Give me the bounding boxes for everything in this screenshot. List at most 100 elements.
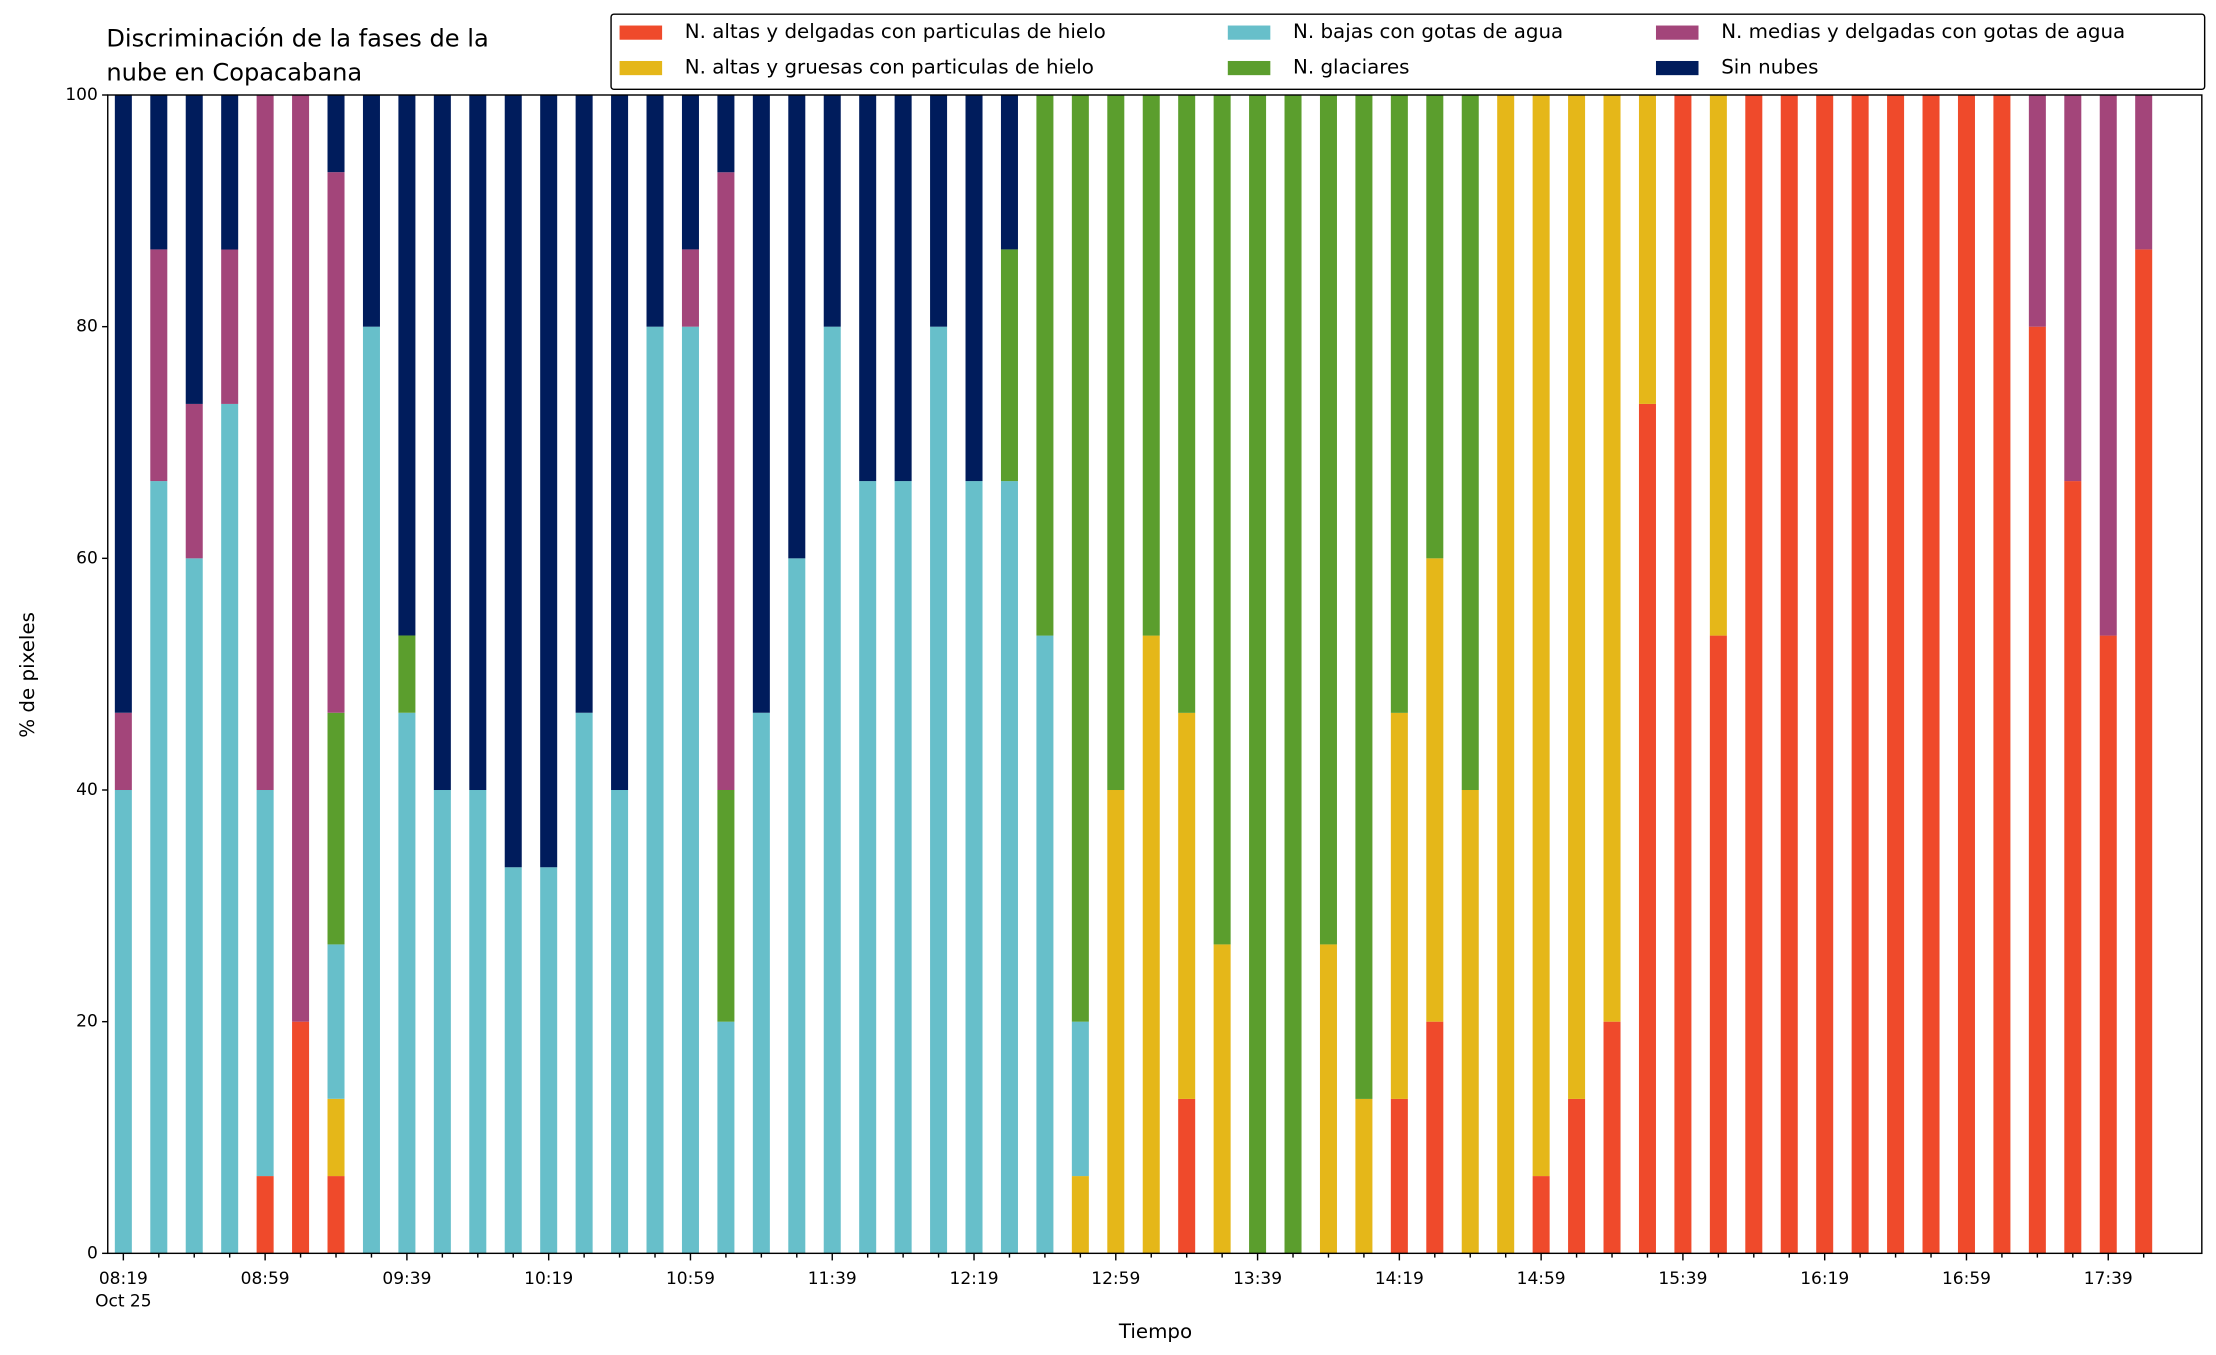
bar-segment [1000,249,1018,482]
bar-segment [504,95,522,868]
bar-segment [185,403,203,559]
bar-segment [717,1021,735,1254]
x-tick-label: 08:19 [99,1269,148,1289]
bar-segment [1355,95,1373,1099]
bar-segment [788,558,806,1254]
bar-segment [1603,95,1621,1022]
bar-segment [292,1021,310,1254]
bar-segment [859,481,877,1254]
y-tick-label: 60 [76,548,98,568]
bar-segment [433,790,451,1254]
bar-segment [1461,95,1479,791]
x-tick-label: 14:19 [1375,1269,1424,1289]
bar-segment [2028,326,2046,1254]
y-tick-label: 20 [76,1012,98,1032]
x-tick-label: 15:39 [1658,1269,1707,1289]
legend-swatch [1655,25,1699,40]
x-tick-label: 14:59 [1517,1269,1566,1289]
bar-segment [114,712,132,791]
bar-segment [1213,95,1231,945]
legend-swatch [1655,60,1699,76]
bar-segment [1036,635,1054,1254]
bar-segment [221,249,239,404]
bar-segment [327,94,345,173]
bar-segment [752,712,770,1254]
bar-segment [1461,790,1479,1254]
bar-segment [1426,1021,1444,1254]
bar-segment [433,95,451,791]
bar-segment [150,249,168,482]
bar-segment [1532,1176,1550,1254]
bar-segment [185,558,203,1254]
bar-segment [752,95,770,713]
bar-segment [327,1176,345,1254]
bar-segment [150,481,168,1254]
bar-segment [894,481,912,1254]
bar-segment [1497,95,1515,1254]
bar-segment [1957,95,1975,1254]
bar-segment [221,95,239,250]
bar-segment [2064,95,2082,482]
bar-segment [788,95,806,559]
bar-segment [930,326,948,1254]
bar-segment [717,172,735,791]
legend-swatch [619,25,663,40]
bar-segment [681,249,699,327]
legend-swatch [1227,60,1271,76]
x-tick-label: 17:39 [2084,1269,2133,1289]
bar-segment [611,790,629,1254]
bar-segment [1319,944,1337,1254]
bar-segment [1532,95,1550,1177]
bar-segment [1213,944,1231,1254]
legend-label: Sin nubes [1721,56,1818,79]
bar-segment [717,790,735,1022]
bar-segment [823,95,841,327]
y-tick-label: 100 [65,85,97,105]
bar-segment [1107,790,1125,1254]
legend-label: N. altas y gruesas con particulas de hie… [685,56,1094,79]
bar-segment [965,481,983,1254]
bar-segment [1993,95,2011,1254]
bar-segment [327,172,345,713]
bar-segment [1000,95,1018,250]
bar-segment [1390,95,1408,713]
bar-segment [1142,95,1160,636]
bar-segment [1178,95,1196,713]
bar-segment [646,95,664,327]
bar-segment [1249,95,1267,1254]
bar-segment [894,95,912,482]
bar-segment [1638,403,1656,1254]
bar-segment [1071,1176,1089,1254]
bar-segment [256,1176,274,1254]
bar-segment [681,95,699,250]
bar-segment [1638,95,1656,404]
bar-segment [1851,95,1869,1254]
y-tick-label: 0 [87,1243,98,1263]
x-tick-label: 09:39 [382,1269,431,1289]
legend-label: N. bajas con gotas de agua [1293,20,1563,43]
bar-segment [398,712,416,1254]
bar-segment [185,95,203,404]
bar-segment [575,95,593,713]
date-label: Oct 25 [95,1292,151,1312]
bar-segment [2135,249,2153,1254]
y-axis-label: % de pixeles [16,612,39,738]
bar-segment [398,635,416,713]
bar-segment [646,326,664,1254]
bar-segment [469,95,487,791]
bar-segment [327,712,345,945]
legend-label: N. altas y delgadas con particulas de hi… [685,20,1106,43]
bar-segment [717,95,735,173]
bar-segment [1426,95,1444,559]
bar-segment [2135,95,2153,250]
bar-segment [1107,95,1125,791]
bar-segment [859,95,877,482]
chart-title: nube en Copacabana [106,59,362,87]
bar-segment [1780,95,1798,1254]
bar-segment [1178,1098,1196,1254]
bar-segment [930,95,948,327]
y-tick-label: 80 [76,317,98,337]
bar-segment [1036,95,1054,636]
bar-segment [1000,481,1018,1254]
bar-segment [1319,95,1337,945]
